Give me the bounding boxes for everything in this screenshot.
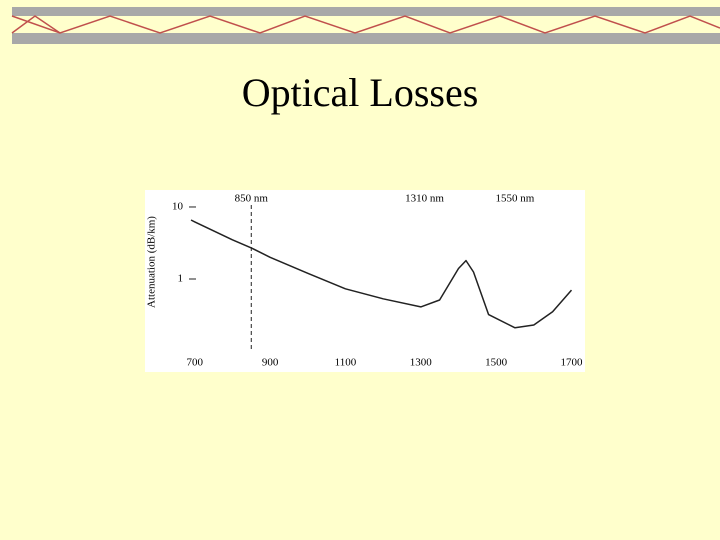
x-tick-label: 700	[187, 357, 204, 369]
x-tick-label: 900	[262, 357, 279, 369]
x-tick-label: 1700	[560, 357, 583, 369]
x-tick-label: 1300	[410, 357, 433, 369]
y-axis-label: Attenuation (dB/km)	[146, 216, 158, 308]
y-tick-label: 10	[172, 201, 184, 213]
annotation: 1310 nm	[405, 193, 444, 205]
attenuation-curve	[190, 219, 573, 329]
x-tick-label: 1100	[335, 357, 357, 369]
chart-area	[145, 190, 585, 372]
annotation: 850 nm	[235, 193, 269, 205]
y-tick-label: 1	[178, 273, 184, 285]
annotation: 1550 nm	[496, 193, 535, 205]
x-tick-label: 1500	[485, 357, 508, 369]
header-decoration	[11, 7, 720, 44]
slide-title: Optical Losses	[242, 70, 479, 115]
